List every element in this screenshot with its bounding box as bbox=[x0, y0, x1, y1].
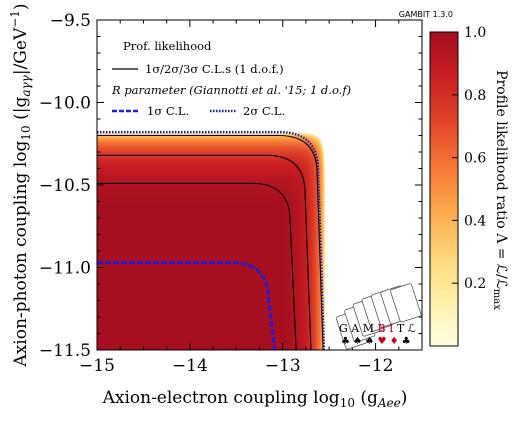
gambit-logo-letters: G A M B I T ℒ bbox=[339, 322, 416, 335]
legend: Prof. likelihood 1σ/2σ/3σ C.L.s (1 d.o.f… bbox=[111, 39, 351, 118]
y-tick-label: −11.5 bbox=[39, 341, 91, 361]
colorbar-tick-label: 0.6 bbox=[464, 151, 486, 167]
y-tick-label: −10.5 bbox=[39, 176, 91, 196]
x-tick-label: −14 bbox=[172, 356, 208, 376]
gambit-cards-logo: G A M B I T ℒ ♣ ♠ ♠ ♥ ♦ ♣ bbox=[335, 283, 422, 350]
legend-r-heading: R parameter (Giannotti et al. '15; 1 d.o… bbox=[111, 83, 351, 97]
colorbar: 0.2 0.4 0.6 0.8 1.0 Profile likelihood ratio… bbox=[429, 25, 509, 347]
legend-contours-label: 1σ/2σ/3σ C.L.s (1 d.o.f.) bbox=[145, 62, 284, 76]
y-tick-label: −10.0 bbox=[39, 94, 91, 114]
contour-lines bbox=[97, 131, 326, 350]
svg-text:♣ ♠ ♠ ♥ ♦ ♣: ♣ ♠ ♠ ♥ ♦ ♣ bbox=[341, 336, 411, 347]
colorbar-gradient bbox=[429, 31, 459, 347]
colorbar-tick-label: 0.8 bbox=[464, 88, 486, 104]
r-curve-r-1sigma bbox=[97, 261, 277, 350]
y-tick-label: −11.0 bbox=[39, 259, 91, 279]
x-tick-label: −15 bbox=[79, 356, 115, 376]
colorbar-ticks: 0.2 0.4 0.6 0.8 1.0 bbox=[452, 25, 486, 292]
gambit-version-badge: GAMBIT 1.3.0 bbox=[399, 10, 453, 19]
colorbar-tick-label: 1.0 bbox=[464, 25, 486, 41]
likelihood-heatmap bbox=[97, 20, 422, 350]
legend-heading: Prof. likelihood bbox=[123, 39, 212, 53]
x-tick-label: −12 bbox=[358, 356, 394, 376]
contour-1sigma bbox=[97, 182, 297, 350]
contour-2sigma bbox=[97, 154, 312, 350]
x-tick-label: −13 bbox=[265, 356, 301, 376]
colorbar-tick-label: 0.4 bbox=[464, 213, 486, 229]
legend-r2-label: 2σ C.L. bbox=[243, 104, 285, 118]
y-axis-label: Axion-photon coupling log10 (|gaγγ|/GeV−… bbox=[8, 3, 33, 367]
colorbar-label: Profile likelihood ratio Λ = ℒ/ℒmax bbox=[491, 70, 509, 310]
y-tick-label: −9.5 bbox=[50, 11, 91, 31]
x-axis-label: Axion-electron coupling log10 (gAee) bbox=[102, 388, 408, 410]
axis-ticks: −15 −14 −13 −12 −11.5 −11.0 −10.5 −10.0 −9.5 bbox=[39, 11, 422, 376]
legend-r1-label: 1σ C.L. bbox=[147, 104, 189, 118]
colorbar-tick-label: 0.2 bbox=[464, 276, 486, 292]
r-curve-r-2sigma bbox=[97, 131, 326, 350]
